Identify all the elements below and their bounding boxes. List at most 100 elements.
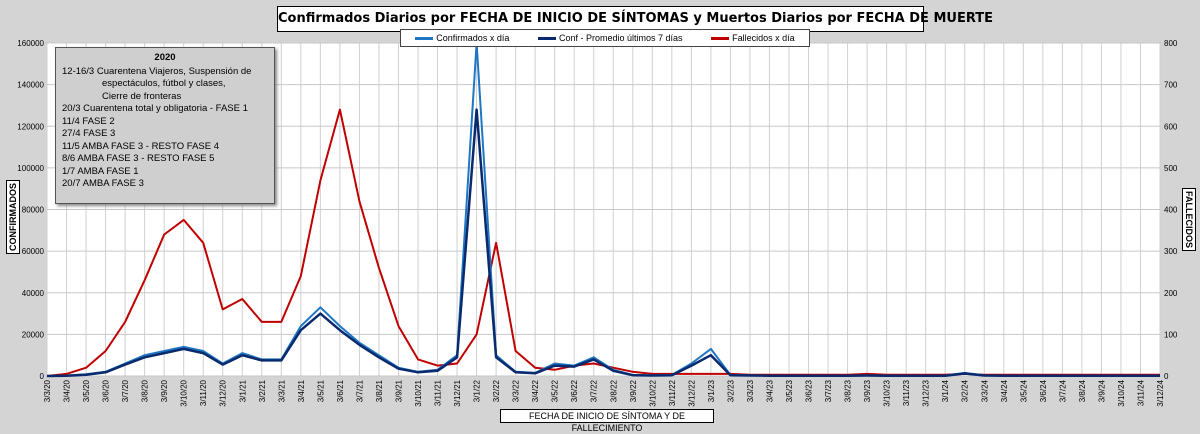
y-tick-label-left: 100000 (17, 164, 44, 173)
legend-item-promedio: Conf - Promedio últimos 7 días (537, 33, 683, 43)
legend: Confirmados x día Conf - Promedio último… (400, 29, 810, 47)
annotation-line: 20/7 AMBA FASE 3 (62, 178, 144, 189)
annotation-line: 27/4 FASE 3 (62, 128, 116, 139)
x-tick-label: 3/8/24 (1078, 379, 1087, 402)
annotation-line: 8/6 AMBA FASE 3 - RESTO FASE 5 (62, 153, 215, 164)
x-tick-label: 3/1/23 (707, 379, 716, 402)
x-tick-label: 3/4/21 (297, 379, 306, 402)
x-tick-label: 3/3/20 (43, 379, 52, 402)
x-tick-label: 3/7/23 (824, 379, 833, 402)
y-tick-label-left: 0 (40, 372, 45, 381)
x-tick-label: 3/12/23 (922, 379, 931, 406)
annotation-line: 11/4 FASE 2 (62, 115, 115, 127)
x-tick-label: 3/10/22 (648, 379, 657, 406)
x-tick-label: 3/6/21 (336, 379, 345, 402)
x-axis-label: FECHA DE INICIO DE SÍNTOMA Y DE FALLECIM… (500, 409, 714, 433)
x-tick-label: 3/5/23 (785, 379, 794, 402)
legend-label-promedio: Conf - Promedio últimos 7 días (558, 33, 683, 43)
x-tick-label: 3/6/24 (1039, 379, 1048, 402)
x-tick-label: 3/10/23 (883, 379, 892, 406)
x-tick-label: 3/9/23 (863, 379, 872, 402)
annotation-line: 20/3 Cuarentena total y obligatoria - FA… (62, 103, 248, 114)
y-tick-label-right: 500 (1164, 164, 1178, 173)
x-tick-label: 3/8/20 (141, 379, 150, 402)
y-axis-left-label: CONFIRMADOS (6, 180, 20, 254)
x-tick-label: 3/12/21 (453, 379, 462, 406)
x-tick-label: 3/2/23 (726, 379, 735, 402)
y-tick-label-left: 80000 (22, 206, 45, 215)
x-tick-label: 3/12/24 (1156, 379, 1165, 406)
x-tick-label: 3/8/23 (844, 379, 853, 402)
annotation-line: 11/5 AMBA FASE 3 - RESTO FASE 4 (62, 140, 219, 152)
legend-swatch-promedio (537, 36, 556, 40)
annotation-line: espectáculos, fútbol y clases, (102, 78, 226, 89)
chart-title: Confirmados Diarios por FECHA DE INICIO … (277, 6, 993, 32)
x-tick-label: 3/2/21 (258, 379, 267, 402)
x-tick-label: 3/7/20 (121, 379, 130, 402)
x-tick-label: 3/9/21 (394, 379, 403, 402)
x-tick-label: 3/5/20 (82, 379, 91, 402)
x-tick-label: 3/4/22 (531, 379, 540, 402)
x-tick-label: 3/12/22 (687, 379, 696, 406)
x-tick-label: 3/9/22 (629, 379, 638, 402)
x-tick-label: 3/11/20 (199, 379, 208, 406)
legend-label-fallecidos: Fallecidos x día (732, 33, 795, 43)
legend-swatch-confirmados (415, 36, 434, 40)
annotation-box: 2020 12-16/3 Cuarentena Viajeros, Suspen… (55, 47, 275, 204)
x-tick-label: 3/3/23 (746, 379, 755, 402)
x-tick-label: 3/5/21 (316, 379, 325, 402)
x-tick-label: 3/6/23 (805, 379, 814, 402)
y-axis-right-label: FALLECIDOS (1182, 188, 1196, 252)
x-tick-label: 3/11/24 (1136, 379, 1145, 406)
x-tick-label: 3/4/23 (765, 379, 774, 402)
y-tick-label-right: 800 (1164, 39, 1178, 48)
x-tick-label: 3/4/24 (1000, 379, 1009, 402)
annotation-line: 12-16/3 Cuarentena Viajeros, Suspensión … (62, 65, 252, 77)
y-tick-label-left: 60000 (22, 247, 45, 256)
annotation-line: Cierre de fronteras (102, 90, 182, 102)
x-tick-label: 3/10/24 (1117, 379, 1126, 406)
x-tick-label: 3/6/20 (102, 379, 111, 402)
y-tick-label-left: 120000 (17, 122, 44, 131)
y-tick-label-left: 20000 (22, 330, 45, 339)
x-tick-label: 3/6/22 (570, 379, 579, 402)
x-tick-label: 3/11/22 (668, 379, 677, 406)
x-tick-label: 3/11/21 (434, 379, 443, 406)
y-tick-label-right: 600 (1164, 122, 1178, 131)
legend-item-confirmados: Confirmados x día (415, 33, 509, 43)
x-tick-label: 3/3/22 (512, 379, 521, 402)
x-tick-label: 3/9/24 (1097, 379, 1106, 402)
x-tick-label: 3/2/24 (961, 379, 970, 402)
x-tick-label: 3/7/22 (590, 379, 599, 402)
y-tick-label-right: 400 (1164, 206, 1178, 215)
x-tick-label: 3/10/20 (180, 379, 189, 406)
x-tick-label: 3/3/24 (980, 379, 989, 402)
legend-swatch-fallecidos (711, 36, 730, 40)
x-tick-label: 3/4/20 (63, 379, 72, 402)
y-tick-label-left: 160000 (17, 39, 44, 48)
annotation-year: 2020 (154, 52, 176, 63)
x-tick-label: 3/8/22 (609, 379, 618, 402)
x-tick-label: 3/7/24 (1058, 379, 1067, 402)
legend-item-fallecidos: Fallecidos x día (711, 33, 795, 43)
legend-label-confirmados: Confirmados x día (436, 33, 510, 43)
y-tick-label-right: 200 (1164, 289, 1178, 298)
x-tick-label: 3/7/21 (355, 379, 364, 402)
x-tick-label: 3/1/21 (238, 379, 247, 402)
x-tick-label: 3/9/20 (160, 379, 169, 402)
y-tick-label-left: 40000 (22, 289, 45, 298)
x-tick-label: 3/8/21 (375, 379, 384, 402)
series-line-promedio (46, 108, 1160, 378)
y-tick-label-right: 0 (1164, 372, 1169, 381)
x-tick-label: 3/5/22 (551, 379, 560, 402)
x-tick-label: 3/1/24 (941, 379, 950, 402)
x-tick-label: 3/1/22 (473, 379, 482, 402)
y-tick-label-right: 300 (1164, 247, 1178, 256)
x-tick-label: 3/10/21 (414, 379, 423, 406)
x-tick-label: 3/2/22 (492, 379, 501, 402)
x-tick-label: 3/5/24 (1019, 379, 1028, 402)
y-tick-label-right: 100 (1164, 330, 1178, 339)
x-tick-label: 3/12/20 (219, 379, 228, 406)
x-tick-label: 3/11/23 (902, 379, 911, 406)
x-tick-label: 3/3/21 (277, 379, 286, 402)
